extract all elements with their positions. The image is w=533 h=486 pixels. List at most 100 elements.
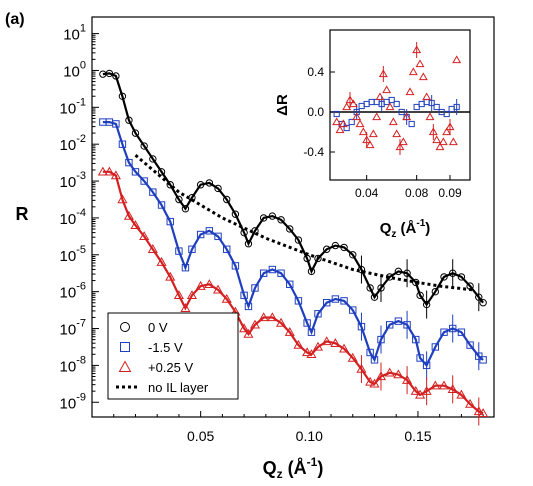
x-tick-label: 0.05	[187, 428, 214, 444]
data-point	[369, 378, 380, 388]
data-point	[104, 166, 115, 176]
inset-x-axis-label: Qz (Å-1)	[380, 218, 431, 240]
data-point	[457, 328, 466, 336]
data-point	[275, 317, 287, 327]
data-point	[302, 347, 313, 357]
data-point	[249, 319, 261, 329]
inset-data-point	[348, 99, 358, 108]
inset-y-tick-label: -0.4	[303, 145, 324, 159]
data-point	[123, 210, 134, 220]
data-point	[377, 335, 385, 344]
y-tick-label: 10-4	[60, 207, 86, 228]
data-point	[156, 256, 167, 266]
data-point	[140, 142, 148, 150]
data-point	[112, 120, 120, 128]
data-point	[370, 356, 379, 364]
y-tick-label: 10-1	[60, 96, 86, 117]
data-point	[438, 380, 450, 390]
data-point	[416, 291, 424, 300]
no-il-layer-line	[134, 154, 473, 292]
data-point	[356, 363, 367, 373]
x-tick-label: 0.15	[404, 428, 431, 444]
inset-axis-ticks: 0.04 0.08 0.09 -0.4 0.0 0.4	[303, 65, 470, 200]
data-point	[277, 216, 285, 224]
y-tick-label: 10-7	[60, 318, 86, 339]
inset-data-point	[415, 59, 425, 68]
data-point	[370, 293, 379, 301]
inset-data-point	[345, 95, 355, 104]
data-point	[97, 166, 108, 176]
data-point	[239, 323, 250, 333]
data-point	[393, 369, 404, 379]
data-point	[449, 269, 457, 277]
data-point	[131, 168, 140, 176]
data-point	[456, 389, 467, 399]
data-point	[412, 335, 420, 344]
data-point	[196, 181, 205, 189]
inset-data-point	[375, 92, 385, 101]
inset-data-point	[385, 102, 395, 111]
y-tick-label: 10-2	[60, 133, 86, 154]
data-point	[340, 297, 348, 305]
data-point	[214, 184, 222, 193]
inset-data-point	[428, 127, 438, 136]
inset-y-axis-label: ΔR	[274, 94, 291, 116]
data-point	[457, 273, 466, 281]
y-tick-label: 10-3	[60, 170, 86, 191]
legend-marker	[120, 322, 130, 332]
inset-data-point	[433, 103, 440, 111]
data-point	[385, 321, 394, 329]
data-point	[306, 349, 317, 359]
inset-data-point	[398, 137, 408, 146]
legend-label: 0 V	[148, 320, 168, 335]
data-point	[188, 245, 196, 253]
data-point	[422, 300, 431, 309]
inset-data-point	[428, 99, 435, 107]
inset-data-point	[388, 117, 398, 126]
data-point	[181, 263, 190, 272]
data-point	[366, 284, 374, 292]
inset-data-point	[443, 110, 450, 118]
data-point	[466, 341, 474, 349]
data-point	[131, 129, 140, 137]
data-point	[479, 356, 487, 364]
data-point	[340, 243, 348, 252]
inset-data-point	[438, 137, 448, 146]
y-tick-label: 10-9	[60, 391, 86, 412]
data-point	[125, 116, 133, 124]
data-point	[140, 177, 148, 185]
inset-data-point	[362, 135, 372, 144]
inset-data-point	[358, 127, 368, 136]
inset-data-point	[408, 67, 418, 76]
data-point	[478, 408, 489, 418]
data-point	[157, 201, 166, 209]
main-y-axis-label: R	[16, 204, 29, 224]
data-point	[251, 284, 259, 292]
data-point	[294, 236, 303, 244]
data-point	[149, 188, 157, 196]
data-point	[149, 155, 157, 163]
data-point	[212, 284, 224, 294]
data-point	[166, 217, 174, 226]
data-point	[147, 244, 158, 253]
data-point	[440, 273, 448, 281]
data-point	[449, 324, 457, 333]
data-point	[322, 245, 331, 253]
data-point	[377, 284, 385, 292]
inset-data-point	[445, 122, 455, 131]
inset-data-point	[355, 119, 365, 128]
inset-data-point	[412, 45, 422, 54]
y-tick-label: 10-6	[60, 281, 86, 302]
inset-data-point	[405, 87, 415, 96]
x-tick-label: 0.10	[296, 428, 323, 444]
data-point	[112, 72, 120, 80]
data-point	[479, 299, 487, 307]
data-point	[412, 278, 420, 287]
data-point	[321, 336, 332, 346]
data-point	[231, 210, 240, 218]
data-point	[312, 341, 324, 351]
data-point	[205, 227, 214, 235]
data-point	[243, 328, 254, 338]
main-series	[97, 69, 489, 426]
